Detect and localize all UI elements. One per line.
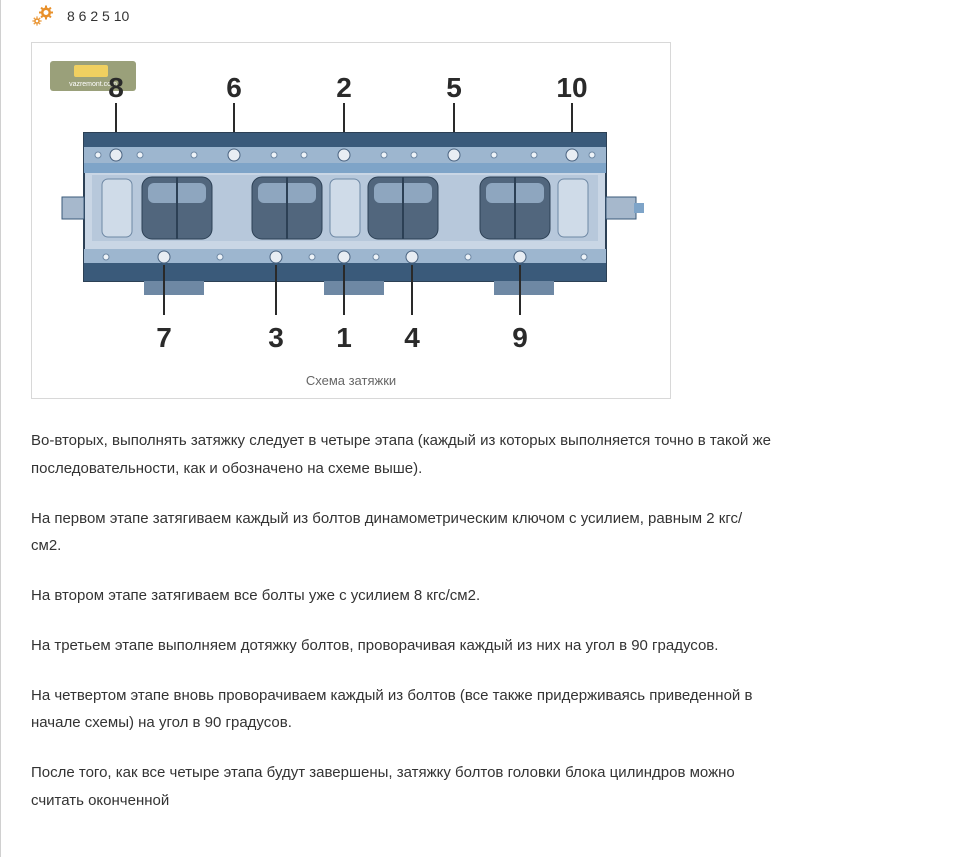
top-num-8: 8: [108, 72, 124, 103]
page-container: 8 6 2 5 10 vazremont.com 8 6 2 5 10: [0, 0, 900, 857]
gear-icon: [31, 4, 55, 28]
bot-num-7: 7: [156, 322, 172, 353]
figure-caption: Схема затяжки: [44, 373, 658, 388]
torque-diagram: vazremont.com 8 6 2 5 10: [44, 55, 656, 363]
top-num-2: 2: [336, 72, 352, 103]
bot-num-1: 1: [336, 322, 352, 353]
paragraph: Во-вторых, выполнять затяжку следует в ч…: [31, 427, 771, 483]
paragraph: На первом этапе затягиваем каждый из бол…: [31, 505, 771, 561]
bot-num-4: 4: [404, 322, 420, 353]
top-num-10: 10: [556, 72, 587, 103]
diagram-figure: vazremont.com 8 6 2 5 10: [31, 42, 671, 399]
paragraph: После того, как все четыре этапа будут з…: [31, 759, 771, 815]
top-num-5: 5: [446, 72, 462, 103]
bot-num-3: 3: [268, 322, 284, 353]
top-row: 8 6 2 5 10: [31, 0, 870, 28]
paragraph: На четвертом этапе вновь проворачиваем к…: [31, 682, 771, 738]
cylinder-head: [62, 133, 644, 295]
bot-num-9: 9: [512, 322, 528, 353]
top-sequence-text: 8 6 2 5 10: [67, 8, 129, 24]
top-num-6: 6: [226, 72, 242, 103]
paragraph: На втором этапе затягиваем все болты уже…: [31, 582, 771, 610]
paragraph: На третьем этапе выполняем дотяжку болто…: [31, 632, 771, 660]
